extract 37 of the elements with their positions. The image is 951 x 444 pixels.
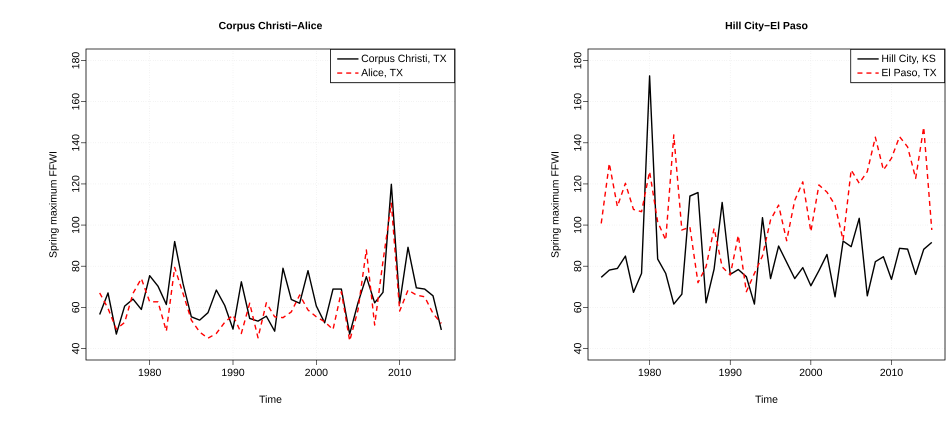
y-tick-label: 100 [574,216,582,233]
y-tick-label: 180 [574,52,582,68]
line-series [600,126,932,292]
x-tick-label: 2000 [800,368,822,376]
x-tick-label: 2000 [305,368,328,376]
x-axis-title: Time [259,395,282,403]
y-tick-label: 80 [574,260,582,272]
y-tick-label: 60 [574,302,582,313]
chart-title: Corpus Christi−Alice [219,22,322,32]
y-axis-title: Spring maximum FFWI [48,152,59,258]
x-tick-label: 2010 [388,368,411,376]
y-tick-label: 40 [574,343,582,354]
legend-label: Corpus Christi, TX [362,54,446,64]
y-tick-label: 120 [72,176,80,192]
x-tick-label: 1980 [138,368,161,376]
y-tick-label: 160 [72,93,80,110]
y-tick-label: 80 [72,260,80,272]
y-tick-label: 40 [72,343,80,354]
y-tick-label: 180 [72,52,80,68]
y-tick-label: 100 [72,216,80,233]
legend-label: Alice, TX [361,68,403,78]
y-tick-label: 140 [72,134,80,151]
line-series [98,184,442,335]
legend-label: El Paso, TX [882,68,936,78]
legend-label: Hill City, KS [882,54,936,64]
x-tick-label: 1980 [638,368,661,376]
y-tick-label: 140 [574,134,582,151]
x-tick-label: 1990 [719,368,742,376]
x-tick-label: 2010 [880,368,903,376]
y-axis-title: Spring maximum FFWI [550,152,561,258]
x-axis-title: Time [755,395,778,403]
y-tick-label: 60 [72,302,80,313]
y-tick-label: 160 [574,93,582,110]
x-tick-label: 1990 [222,368,244,376]
y-tick-label: 120 [574,176,582,192]
chart-title: Hill City−El Paso [726,22,808,32]
line-series [98,202,442,342]
